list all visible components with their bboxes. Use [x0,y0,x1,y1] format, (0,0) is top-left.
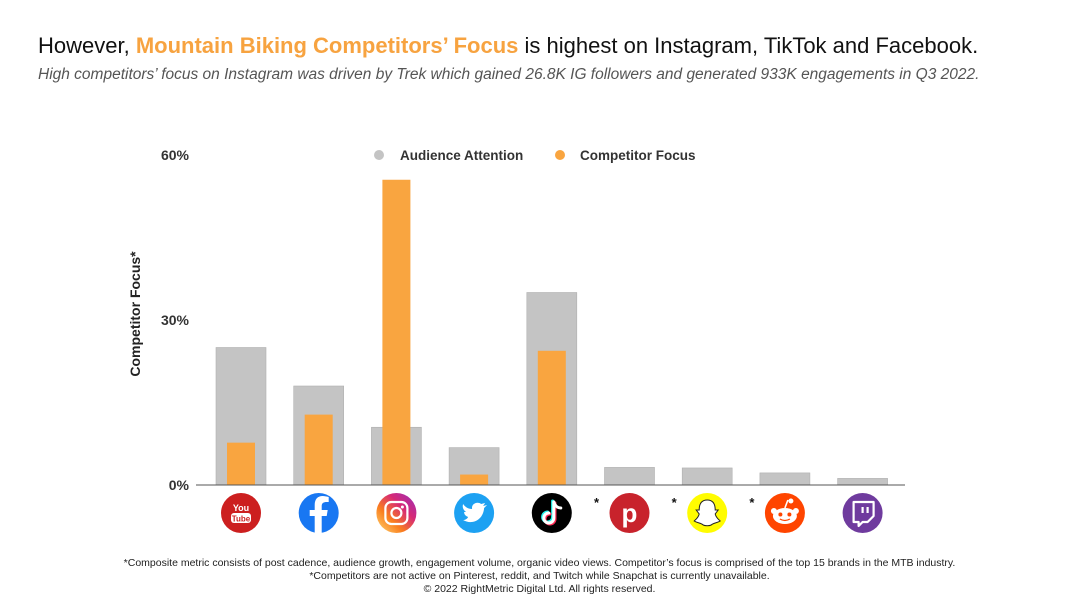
svg-text:Tube: Tube [232,515,251,524]
y-tick-label: 0% [169,477,190,493]
bar-audience-reddit [759,472,811,486]
legend-audience-attention: Audience Attention [400,148,523,163]
youtube-icon: YouTubeYouTube [221,493,261,533]
legend-audience-attention-swatch [374,150,384,160]
footnote-inactive-platforms: *Competitors are not active on Pinterest… [309,570,770,582]
legend-competitor-focus-swatch [555,150,565,160]
facebook-icon: Facebook [298,493,339,533]
footnote-composite-metric: *Composite metric consists of post caden… [123,557,956,569]
svg-text:p: p [622,498,638,528]
y-tick-label: 30% [161,312,190,328]
tiktok-icon: TikTok [531,493,572,533]
title-highlight: Mountain Biking Competitors’ Focus [135,33,519,58]
instagram-icon: Instagram [376,493,417,533]
not-active-asterisk: * [594,495,600,510]
reddit-icon: Reddit [764,493,805,533]
pinterest-icon: pPinterest [609,493,650,533]
bar-competitor-instagram [382,179,411,485]
not-active-asterisk: * [749,495,755,510]
y-axis-label: Competitor Focus* [127,251,143,377]
bar-competitor-facebook [304,414,333,485]
twitter-icon: Twitter [454,493,495,533]
footnotes: *Composite metric consists of post caden… [0,557,1079,596]
snapchat-icon: Snapchat [687,493,728,533]
title-suffix: is highest on Instagram, TikTok and Face… [524,33,979,58]
bar-audience-twitch [837,478,888,486]
title-prefix: However, [38,33,130,58]
page-title: However, Mountain Biking Competitors’ Fo… [38,33,1068,59]
bar-competitor-youtube [227,442,255,485]
twitch-icon: Twitch [842,493,883,533]
bar-audience-pinterest [604,467,655,486]
legend-competitor-focus: Competitor Focus [580,148,696,163]
page-subtitle: High competitors’ focus on Instagram was… [38,66,980,83]
bar-chart: 0%30%60%Competitor Focus*Audience Attent… [127,147,905,533]
svg-text:You: You [233,503,249,513]
bar-audience-snapchat [681,467,733,486]
y-tick-label: 60% [161,147,190,163]
bar-competitor-tiktok [537,350,566,485]
not-active-asterisk: * [672,495,678,510]
copyright: © 2022 RightMetric Digital Ltd. All righ… [423,583,656,595]
bar-competitor-twitter [460,474,489,485]
